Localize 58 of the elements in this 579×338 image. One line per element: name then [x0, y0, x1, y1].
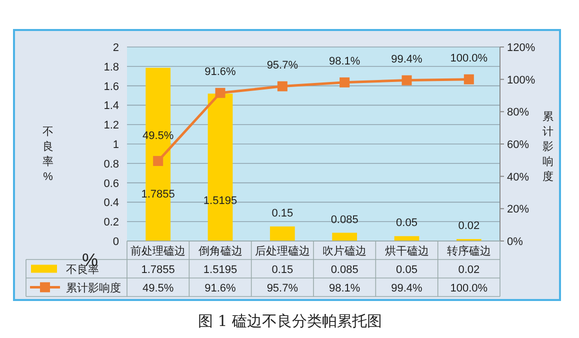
point	[153, 156, 164, 166]
data-label: 49.5%	[142, 282, 174, 294]
data-label: 99.4%	[391, 282, 423, 294]
data-label: 1.5195	[203, 264, 238, 276]
point	[464, 74, 474, 84]
y2-tick-label: 80%	[507, 106, 530, 119]
y-tick-label: 1.4	[104, 100, 119, 112]
y-tick-label: 0.2	[104, 216, 119, 229]
data-label: 0.05	[396, 264, 418, 276]
y-axis-title: 不良率%	[42, 126, 54, 183]
text: 0.15	[272, 207, 294, 220]
text: 95.7%	[266, 59, 298, 72]
legend-label: 累计影响度	[66, 281, 121, 294]
point	[215, 88, 226, 98]
y-tick-label: 0.8	[104, 158, 119, 170]
text: 100.0%	[450, 52, 488, 64]
y-tick-label: 0.6	[104, 178, 119, 190]
y2-tick-label: 0%	[507, 236, 524, 248]
y2-tick-label: 120%	[507, 42, 536, 54]
data-label: 0.02	[458, 264, 480, 276]
y-tick-label: 1.2	[104, 120, 119, 132]
text: 99.4%	[391, 53, 422, 66]
text: 91.6%	[204, 66, 236, 78]
data-label: 98.1%	[328, 282, 360, 294]
x-tick-label: 烘干磕边	[384, 244, 429, 258]
text: 0.02	[458, 220, 480, 232]
y-tick-label: 2	[112, 42, 119, 54]
x-tick-label: 转序磕边	[446, 244, 491, 258]
y2-tick-label: 20%	[507, 204, 530, 216]
point	[277, 81, 288, 92]
y-tick-label: 1.8	[104, 61, 119, 74]
bar	[332, 232, 358, 241]
data-label: 0.085	[330, 264, 358, 276]
x-tick-label: 倒角磕边	[198, 244, 242, 258]
data-label: 91.6%	[204, 282, 236, 294]
y2-tick-label: 40%	[507, 171, 530, 184]
point	[402, 75, 412, 86]
y2-axis-title: 累计影响度	[542, 111, 554, 183]
y2-tick-label: 60%	[507, 139, 530, 151]
text: 0.085	[330, 214, 358, 226]
text: 98.1%	[328, 55, 360, 68]
y-tick-label: 1.6	[104, 80, 119, 93]
y-tick-label: 0.4	[104, 197, 119, 210]
bar	[394, 236, 420, 241]
y-tick-label: 1	[112, 139, 119, 151]
y2-tick-label: 100%	[507, 74, 536, 86]
x-tick-label: 吹片磕边	[322, 244, 367, 258]
data-label: 100.0%	[450, 282, 488, 294]
bar	[270, 226, 295, 241]
y-tick-label: 0	[112, 236, 119, 248]
x-tick-label: 前处理磕边	[130, 244, 186, 258]
data-label: 0.15	[272, 264, 294, 276]
data-label: 95.7%	[266, 282, 298, 294]
data-label: 1.7855	[141, 264, 175, 276]
x-tick-label: 后处理磕边	[254, 244, 310, 258]
text: 图 1 磕边不良分类帕累托图	[198, 312, 382, 330]
point	[340, 77, 350, 88]
text: 0.05	[396, 217, 418, 230]
